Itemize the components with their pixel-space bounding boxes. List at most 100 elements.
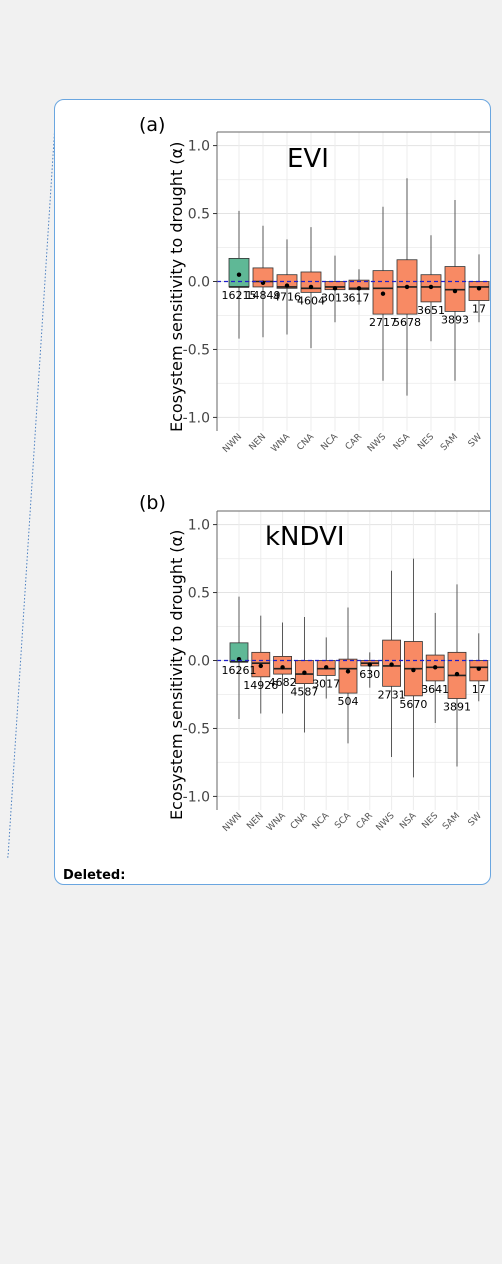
y-tick-label: 1.0 bbox=[188, 139, 210, 155]
count-label: 14926 bbox=[243, 679, 278, 692]
count-label: 4682 bbox=[269, 676, 297, 689]
x-tick-label: CNA bbox=[295, 431, 316, 452]
y-tick-label: -0.5 bbox=[183, 342, 210, 358]
connector-dotted-line bbox=[6, 108, 57, 858]
grid-a bbox=[217, 132, 490, 431]
x-tick-label: NWS bbox=[366, 432, 388, 454]
count-label: 5670 bbox=[399, 698, 427, 711]
count-label: 17 bbox=[472, 303, 486, 316]
x-tick-label: NCA bbox=[319, 431, 340, 452]
box-mean-point bbox=[433, 665, 438, 670]
y-axis-label-b: Ecosystem sensitivity to drought (α) bbox=[167, 530, 186, 820]
count-label: 3893 bbox=[441, 313, 469, 326]
y-tick-label: 0.5 bbox=[188, 586, 210, 602]
box-sw bbox=[468, 281, 490, 301]
panel-b: 1.00.50.0-0.5-1.0 NWN NEN WNA CNA NCA SCA CAR N… bbox=[139, 492, 490, 834]
panel-a: 1.00.50.0-0.5-1.0 NWN NEN WNA CNA NCA CAR NWS N… bbox=[139, 114, 490, 455]
chart-title-a: EVI bbox=[287, 144, 329, 174]
box-mean-point bbox=[404, 284, 410, 290]
chart-title-b: kNDVI bbox=[265, 522, 345, 552]
box-mean-point bbox=[389, 662, 394, 667]
y-tick-label: -1.0 bbox=[183, 789, 210, 805]
y-tick-label: 0.0 bbox=[188, 275, 210, 291]
x-tick-label: NES bbox=[420, 811, 440, 831]
box-mean-point bbox=[476, 286, 482, 291]
x-tick-label: NWN bbox=[221, 811, 244, 834]
boxes-b bbox=[229, 558, 489, 778]
x-tick-label: CAR bbox=[355, 811, 375, 831]
box-mean-point bbox=[302, 670, 307, 675]
box-mean-point bbox=[332, 286, 338, 291]
x-tick-label: NSA bbox=[392, 431, 413, 452]
count-label: 3013 bbox=[321, 292, 349, 305]
box-mean-point bbox=[367, 662, 372, 667]
x-tick-label: CNA bbox=[289, 810, 310, 831]
x-tick-label: NWN bbox=[221, 432, 244, 455]
y-tick-label: -1.0 bbox=[183, 410, 210, 426]
x-ticks-b: NWN NEN WNA CNA NCA SCA CAR NWS NSA NES SAM SW bbox=[221, 810, 484, 833]
x-tick-label: NEN bbox=[245, 811, 266, 832]
count-label: 2731 bbox=[378, 688, 406, 701]
count-label: 3651 bbox=[417, 304, 445, 317]
x-tick-label: NES bbox=[416, 432, 436, 452]
box-mean-point bbox=[411, 667, 416, 673]
x-tick-label: CAR bbox=[344, 432, 364, 452]
x-ticks-a: NWN NEN WNA CNA NCA CAR NWS NSA NES SAM SW bbox=[221, 431, 484, 454]
count-label: 3891 bbox=[443, 701, 471, 714]
x-tick-label: NEN bbox=[248, 432, 269, 453]
count-label: 17 bbox=[472, 683, 486, 696]
panel-label-a: (a) bbox=[139, 114, 165, 136]
box-mean-point bbox=[452, 288, 458, 294]
x-tick-label: WNA bbox=[270, 431, 293, 454]
x-tick-label: NWS bbox=[375, 811, 397, 833]
count-label: 3641 bbox=[421, 683, 449, 696]
x-tick-label: NCA bbox=[311, 810, 332, 831]
box-mean-point bbox=[324, 665, 329, 670]
y-tick-label: -0.5 bbox=[183, 721, 210, 737]
count-label: 3017 bbox=[312, 677, 340, 690]
count-label: 4604 bbox=[297, 294, 325, 307]
deleted-comment-balloon[interactable]: 1.0 0.5 0.0 -0.5 -1.0 NWN NEN WNA CNA NCA CAR NWS N… bbox=[54, 99, 491, 885]
x-tick-label: SW bbox=[467, 811, 484, 828]
x-tick-label: SAM bbox=[439, 432, 460, 453]
count-label: 16215 bbox=[222, 289, 257, 302]
y-tick-label: 0.5 bbox=[188, 207, 210, 223]
y-ticks-b: 1.0 0.5 0.0 -0.5 -1.0 bbox=[183, 518, 217, 805]
count-label: 5678 bbox=[393, 316, 421, 329]
box-mean-point bbox=[345, 669, 351, 674]
x-tick-label: WNA bbox=[265, 810, 288, 833]
figure: 1.00.50.0-0.5-1.0 NWN NEN WNA CNA NCA CAR NWS N… bbox=[139, 114, 490, 834]
deleted-label: Deleted: bbox=[63, 868, 126, 883]
x-tick-label: NSA bbox=[398, 810, 419, 831]
box-mean-point bbox=[308, 284, 314, 290]
boxes-a bbox=[228, 178, 490, 396]
count-label: 14849 bbox=[246, 289, 281, 302]
box-mean-point bbox=[236, 272, 242, 277]
y-tick-label: 0.0 bbox=[188, 654, 210, 670]
box-mean-point bbox=[284, 283, 290, 288]
box-mean-point bbox=[280, 665, 285, 670]
count-label: 630 bbox=[359, 668, 380, 681]
box-sca bbox=[338, 658, 358, 694]
box-mean-point bbox=[258, 663, 263, 669]
panel-label-b: (b) bbox=[139, 492, 166, 514]
count-label: 504 bbox=[338, 695, 359, 708]
box-mean-point bbox=[454, 671, 460, 677]
box-mean-point bbox=[428, 284, 434, 290]
count-label: 16261 bbox=[222, 664, 257, 677]
y-tick-label: 1.0 bbox=[188, 518, 210, 534]
count-label: 4587 bbox=[290, 686, 318, 699]
x-tick-label: SW bbox=[467, 432, 484, 449]
y-axis-label-a: Ecosystem sensitivity to drought (α) bbox=[167, 142, 186, 432]
box-mean-point bbox=[476, 666, 481, 671]
count-label: 2717 bbox=[369, 316, 397, 329]
y-ticks-a: 1.0 0.5 0.0 -0.5 -1.0 bbox=[183, 139, 217, 426]
box-mean-point bbox=[380, 291, 386, 296]
count-label: 617 bbox=[349, 292, 370, 305]
count-label: 4716 bbox=[273, 290, 301, 303]
x-tick-label: SAM bbox=[441, 811, 462, 832]
box-cna bbox=[300, 271, 322, 293]
